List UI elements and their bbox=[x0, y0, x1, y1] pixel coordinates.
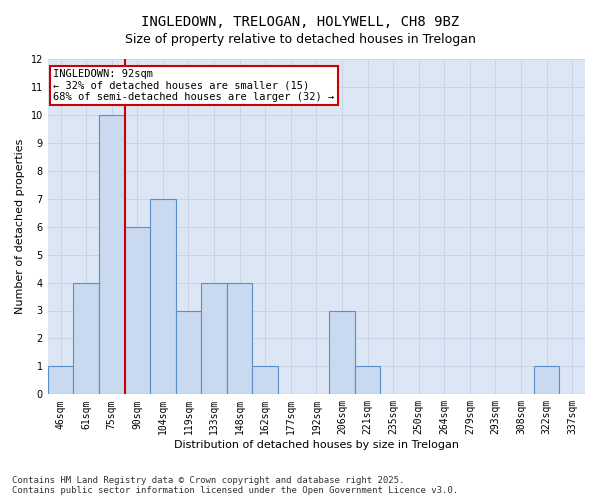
Bar bbox=[99, 115, 125, 394]
Bar bbox=[48, 366, 73, 394]
Text: Contains HM Land Registry data © Crown copyright and database right 2025.
Contai: Contains HM Land Registry data © Crown c… bbox=[12, 476, 458, 495]
Text: Size of property relative to detached houses in Trelogan: Size of property relative to detached ho… bbox=[125, 32, 475, 46]
Bar bbox=[227, 282, 253, 395]
Bar bbox=[534, 366, 559, 394]
Bar bbox=[201, 282, 227, 395]
Bar bbox=[329, 310, 355, 394]
Bar bbox=[73, 282, 99, 395]
Y-axis label: Number of detached properties: Number of detached properties bbox=[15, 139, 25, 314]
X-axis label: Distribution of detached houses by size in Trelogan: Distribution of detached houses by size … bbox=[174, 440, 459, 450]
Text: INGLEDOWN: 92sqm
← 32% of detached houses are smaller (15)
68% of semi-detached : INGLEDOWN: 92sqm ← 32% of detached house… bbox=[53, 69, 334, 102]
Bar bbox=[150, 198, 176, 394]
Bar bbox=[253, 366, 278, 394]
Text: INGLEDOWN, TRELOGAN, HOLYWELL, CH8 9BZ: INGLEDOWN, TRELOGAN, HOLYWELL, CH8 9BZ bbox=[141, 15, 459, 29]
Bar bbox=[355, 366, 380, 394]
Bar bbox=[176, 310, 201, 394]
Bar bbox=[125, 226, 150, 394]
